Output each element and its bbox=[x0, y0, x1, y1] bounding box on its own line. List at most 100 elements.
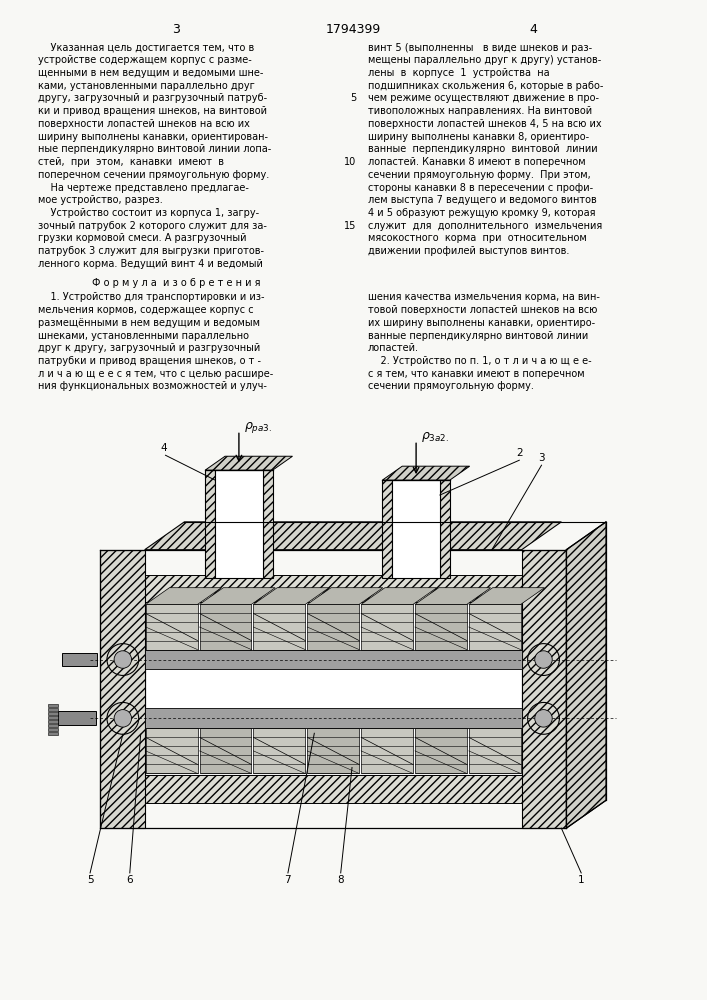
Bar bbox=[145, 775, 522, 803]
Bar bbox=[199, 728, 252, 773]
Circle shape bbox=[114, 651, 132, 668]
Bar bbox=[48, 712, 59, 715]
Text: с я тем, что канавки имеют в поперечном: с я тем, что канавки имеют в поперечном bbox=[368, 369, 585, 379]
Bar bbox=[415, 604, 467, 650]
Text: подшипниках скольжения 6, которые в рабо-: подшипниках скольжения 6, которые в рабо… bbox=[368, 81, 603, 91]
Text: тивоположных направлениях. На винтовой: тивоположных направлениях. На винтовой bbox=[368, 106, 592, 116]
Bar bbox=[440, 480, 450, 578]
Text: мясокостного  корма  при  относительном: мясокостного корма при относительном bbox=[368, 233, 587, 243]
Text: ширину выполнены канавки, ориентирован-: ширину выполнены канавки, ориентирован- bbox=[37, 132, 267, 142]
Circle shape bbox=[114, 710, 132, 727]
Text: поперечном сечении прямоугольную форму.: поперечном сечении прямоугольную форму. bbox=[37, 170, 269, 180]
Bar bbox=[62, 653, 97, 666]
Text: Устройство состоит из корпуса 1, загру-: Устройство состоит из корпуса 1, загру- bbox=[37, 208, 259, 218]
Text: 5: 5 bbox=[350, 93, 356, 103]
Circle shape bbox=[534, 710, 552, 727]
Bar bbox=[48, 704, 59, 707]
Polygon shape bbox=[199, 588, 275, 604]
Text: лем выступа 7 ведущего и ведомого винтов: лем выступа 7 ведущего и ведомого винтов bbox=[368, 195, 597, 205]
Text: На чертеже представлено предлагае-: На чертеже представлено предлагае- bbox=[37, 183, 248, 193]
Bar bbox=[59, 711, 96, 725]
Text: ванные перпендикулярно винтовой линии: ванные перпендикулярно винтовой линии bbox=[368, 331, 588, 341]
Bar bbox=[48, 716, 59, 719]
Bar bbox=[361, 604, 413, 650]
Text: движении профилей выступов винтов.: движении профилей выступов винтов. bbox=[368, 246, 569, 256]
Text: 6: 6 bbox=[127, 875, 133, 885]
Text: лены  в  корпусе  1  устройства  на: лены в корпусе 1 устройства на bbox=[368, 68, 549, 78]
Text: сечении прямоугольную форму.: сечении прямоугольную форму. bbox=[368, 381, 534, 391]
Text: 4: 4 bbox=[530, 23, 537, 36]
Polygon shape bbox=[361, 588, 437, 604]
Circle shape bbox=[534, 651, 552, 668]
Bar bbox=[215, 470, 263, 578]
Bar bbox=[253, 604, 305, 650]
Bar bbox=[145, 708, 522, 728]
Text: ния функциональных возможностей и улуч-: ния функциональных возможностей и улуч- bbox=[37, 381, 267, 391]
Polygon shape bbox=[308, 588, 383, 604]
Text: патрубок 3 служит для выгрузки приготов-: патрубок 3 служит для выгрузки приготов- bbox=[37, 246, 264, 256]
Text: лопастей.: лопастей. bbox=[368, 343, 419, 353]
Text: Ф о р м у л а  и з о б р е т е н и я: Ф о р м у л а и з о б р е т е н и я bbox=[92, 278, 261, 288]
Text: 7: 7 bbox=[285, 875, 291, 885]
Polygon shape bbox=[145, 522, 561, 550]
Bar bbox=[382, 480, 392, 578]
Text: 4 и 5 образуют режущую кромку 9, которая: 4 и 5 образуют режущую кромку 9, которая bbox=[368, 208, 595, 218]
Bar bbox=[146, 604, 197, 650]
Bar bbox=[415, 728, 467, 773]
Bar bbox=[199, 604, 252, 650]
Text: стороны канавки 8 в пересечении с профи-: стороны канавки 8 в пересечении с профи- bbox=[368, 183, 593, 193]
Text: патрубки и привод вращения шнеков, о т -: патрубки и привод вращения шнеков, о т - bbox=[37, 356, 260, 366]
Bar bbox=[48, 732, 59, 735]
Text: мещены параллельно друг к другу) установ-: мещены параллельно друг к другу) установ… bbox=[368, 55, 601, 65]
Bar bbox=[361, 728, 413, 773]
Bar bbox=[145, 602, 522, 775]
Text: 1. Устройство для транспортировки и из-: 1. Устройство для транспортировки и из- bbox=[37, 292, 264, 302]
Text: стей,  при  этом,  канавки  имеют  в: стей, при этом, канавки имеют в bbox=[37, 157, 223, 167]
Text: мельчения кормов, содержащее корпус с: мельчения кормов, содержащее корпус с bbox=[37, 305, 253, 315]
Text: ленного корма. Ведущий винт 4 и ведомый: ленного корма. Ведущий винт 4 и ведомый bbox=[37, 259, 262, 269]
Text: ванные  перпендикулярно  винтовой  линии: ванные перпендикулярно винтовой линии bbox=[368, 144, 597, 154]
Text: ширину выполнены канавки 8, ориентиро-: ширину выполнены канавки 8, ориентиро- bbox=[368, 132, 589, 142]
Text: шения качества измельчения корма, на вин-: шения качества измельчения корма, на вин… bbox=[368, 292, 600, 302]
Bar bbox=[145, 650, 522, 669]
Text: сечении прямоугольную форму.  При этом,: сечении прямоугольную форму. При этом, bbox=[368, 170, 590, 180]
Bar bbox=[48, 724, 59, 727]
Polygon shape bbox=[146, 588, 221, 604]
Polygon shape bbox=[382, 466, 469, 480]
Text: размещёнными в нем ведущим и ведомым: размещёнными в нем ведущим и ведомым bbox=[37, 318, 259, 328]
Text: лопастей. Канавки 8 имеют в поперечном: лопастей. Канавки 8 имеют в поперечном bbox=[368, 157, 585, 167]
Polygon shape bbox=[415, 588, 491, 604]
Polygon shape bbox=[566, 522, 606, 828]
Bar bbox=[469, 728, 520, 773]
Text: 4: 4 bbox=[160, 443, 167, 453]
Bar bbox=[48, 708, 59, 711]
Text: ки и привод вращения шнеков, на винтовой: ки и привод вращения шнеков, на винтовой bbox=[37, 106, 267, 116]
Bar bbox=[522, 550, 566, 828]
Polygon shape bbox=[469, 588, 544, 604]
Bar bbox=[145, 575, 522, 602]
Text: грузки кормовой смеси. А разгрузочный: грузки кормовой смеси. А разгрузочный bbox=[37, 233, 246, 243]
Text: 2: 2 bbox=[516, 448, 522, 458]
Text: друг к другу, загрузочный и разгрузочный: друг к другу, загрузочный и разгрузочный bbox=[37, 343, 259, 353]
Text: 15: 15 bbox=[344, 221, 356, 231]
Polygon shape bbox=[253, 588, 329, 604]
Text: 5: 5 bbox=[87, 875, 93, 885]
Text: ками, установленными параллельно друг: ками, установленными параллельно друг bbox=[37, 81, 255, 91]
Bar bbox=[392, 480, 440, 578]
Text: другу, загрузочный и разгрузочный патруб-: другу, загрузочный и разгрузочный патруб… bbox=[37, 93, 267, 103]
Text: 8: 8 bbox=[337, 875, 344, 885]
Text: мое устройство, разрез.: мое устройство, разрез. bbox=[37, 195, 162, 205]
Text: $\rho_{3a2.}$: $\rho_{3a2.}$ bbox=[421, 430, 449, 444]
Bar bbox=[48, 728, 59, 731]
Text: л и ч а ю щ е е с я тем, что с целью расшире-: л и ч а ю щ е е с я тем, что с целью рас… bbox=[37, 369, 273, 379]
Text: поверхности лопастей шнеков на всю их: поверхности лопастей шнеков на всю их bbox=[37, 119, 250, 129]
Text: товой поверхности лопастей шнеков на всю: товой поверхности лопастей шнеков на всю bbox=[368, 305, 597, 315]
Bar bbox=[263, 470, 273, 578]
Bar bbox=[253, 728, 305, 773]
Bar bbox=[469, 604, 520, 650]
Polygon shape bbox=[205, 456, 293, 470]
Text: 10: 10 bbox=[344, 157, 356, 167]
Text: 3: 3 bbox=[173, 23, 180, 36]
Text: $\rho_{pa3.}$: $\rho_{pa3.}$ bbox=[244, 420, 272, 435]
Text: служит  для  дополнительного  измельчения: служит для дополнительного измельчения bbox=[368, 221, 602, 231]
